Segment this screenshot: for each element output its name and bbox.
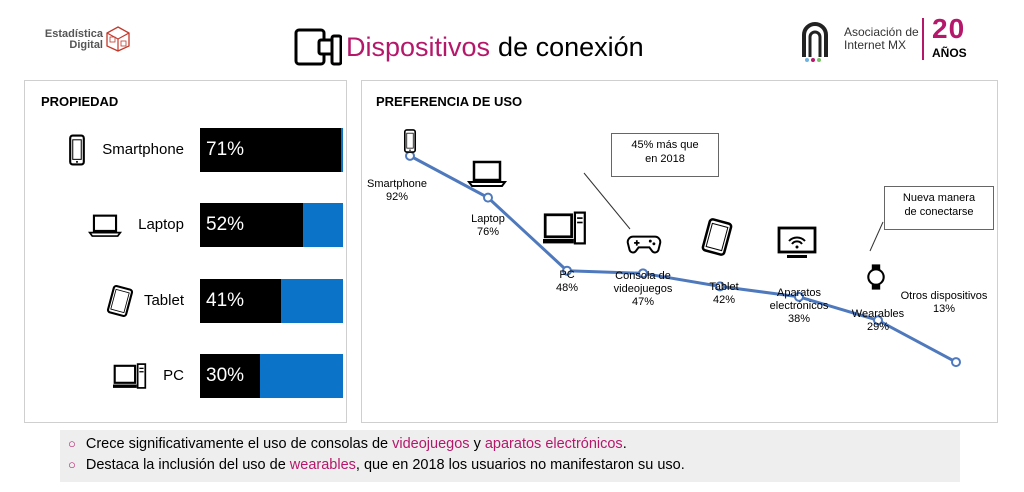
tablet-icon-wrap: [701, 218, 733, 256]
laptop-icon: [88, 214, 122, 237]
logo-right-line2: Internet MX: [844, 38, 907, 52]
ownership-row: Tablet 41%: [25, 279, 346, 323]
usage-point-label: Laptop 76%: [471, 213, 505, 238]
finding-2-after: , que en 2018 los usuarios no manifestar…: [355, 457, 685, 473]
logo-right-years: 20: [932, 13, 966, 44]
annotation-pointer: [583, 172, 631, 230]
ownership-value-label: 30%: [206, 365, 245, 386]
ownership-bar: [200, 354, 260, 398]
usage-point-label: Otros dispositivos 13%: [901, 290, 988, 315]
usage-point-label: Aparatos electrónicos 38%: [770, 287, 829, 325]
annotation-wearables-line2: de conectarse: [904, 206, 974, 218]
devices-icon: [294, 28, 342, 66]
cube-icon: [106, 26, 130, 52]
monitor-wifi-icon: [777, 226, 817, 258]
gamepad-icon: [626, 235, 662, 254]
smartwatch-icon-wrap: [867, 264, 885, 290]
smartphone-icon: [69, 134, 85, 166]
bullet-icon: ○: [68, 457, 76, 472]
usage-series-line: [409, 154, 957, 364]
ownership-panel: PROPIEDAD Smartphone 71% Laptop 52% Tablet 41…: [24, 80, 347, 423]
pc-icon: [543, 211, 586, 245]
laptop-icon: [467, 160, 507, 187]
monitor-wifi-icon-wrap: [777, 226, 817, 258]
smartphone-icon-wrap: [403, 129, 417, 153]
finding-1-mid: y: [469, 436, 485, 452]
ownership-label: Laptop: [138, 216, 184, 233]
ownership-label: PC: [163, 367, 184, 384]
annotation-wearables: Nueva manera de conectarse: [884, 186, 994, 230]
gamepad-icon-wrap: [626, 235, 662, 254]
key-findings: ○ Crece significativamente el uso de cons…: [60, 430, 960, 482]
finding-1-after: .: [622, 436, 627, 452]
annotation-consolas: 45% más que en 2018: [611, 133, 719, 177]
page-title: Dispositivos de conexión: [294, 24, 644, 70]
usage-point: [794, 291, 804, 302]
finding-2-hl1: wearables: [289, 457, 356, 473]
title-rest: de conexión: [498, 31, 644, 62]
title-highlight: Dispositivos: [346, 31, 491, 62]
laptop-icon-wrap: [467, 160, 507, 187]
ownership-title: PROPIEDAD: [41, 94, 119, 109]
ownership-label: Smartphone: [102, 141, 184, 158]
usage-point: [562, 265, 572, 276]
ownership-row: Laptop 52%: [25, 203, 346, 247]
finding-1-before: Crece significativamente el uso de conso…: [85, 436, 393, 452]
tablet-icon: [701, 218, 733, 256]
usage-point-label: Tablet 42%: [709, 281, 738, 306]
pc-icon-wrap: [543, 211, 586, 245]
finding-1: ○ Crece significativamente el uso de cons…: [68, 436, 627, 452]
ownership-row: PC 30%: [25, 354, 346, 398]
usage-point: [715, 281, 725, 292]
logo-left-line2: Digital: [69, 39, 103, 51]
usage-point: [638, 268, 648, 279]
usage-title: PREFERENCIA DE USO: [376, 94, 523, 109]
annotation-consolas-line1: 45% más que: [631, 139, 699, 151]
logo-left-line1: Estadística: [44, 28, 103, 40]
annotation-pointer: [869, 221, 884, 252]
usage-point: [951, 357, 961, 368]
logo-right-years-label: AÑOS: [932, 46, 967, 60]
tablet-icon: [106, 284, 134, 318]
amipci-logo: Asociación de Internet MX 20 AÑOS: [792, 13, 977, 65]
annotation-consolas-line2: en 2018: [645, 153, 685, 165]
finding-1-hl1: videojuegos: [392, 436, 470, 452]
usage-point: [405, 150, 415, 161]
usage-panel: PREFERENCIA DE USO Smartphone 92% Laptop 76…: [361, 80, 998, 423]
annotation-wearables-line1: Nueva manera: [902, 192, 976, 204]
ownership-bar: [200, 279, 281, 323]
usage-point-label: PC 48%: [556, 269, 578, 294]
ownership-value-label: 52%: [206, 214, 245, 235]
finding-2-before: Destaca la inclusión del uso de: [85, 457, 290, 473]
logo-divider: [922, 18, 924, 60]
usage-point-label: Consola de videojuegos 47%: [614, 270, 673, 308]
logo-right-line1: Asociación de: [844, 25, 919, 39]
usage-point: [873, 315, 883, 326]
bullet-icon: ○: [68, 436, 76, 451]
ownership-bar: [200, 128, 341, 172]
estadistica-digital-logo: Estadística Digital: [38, 26, 133, 56]
pc-icon: [113, 363, 147, 389]
usage-line-chart: Smartphone 92% Laptop 76% PC 48% Consola de vid…: [367, 129, 988, 368]
smartwatch-icon: [867, 264, 885, 290]
finding-2: ○ Destaca la inclusión del uso de wearabl…: [68, 457, 685, 473]
ownership-row: Smartphone 71%: [25, 128, 346, 172]
amipci-symbol-icon: [802, 22, 828, 62]
ownership-value-label: 71%: [206, 139, 245, 160]
ownership-bar: [200, 203, 303, 247]
ownership-value-label: 41%: [206, 290, 245, 311]
smartphone-icon: [403, 129, 417, 153]
usage-point-label: Wearables 29%: [852, 308, 905, 333]
usage-point-label: Smartphone 92%: [367, 178, 427, 203]
finding-1-hl2: aparatos electrónicos: [484, 436, 623, 452]
ownership-label: Tablet: [143, 292, 184, 309]
usage-point: [483, 192, 493, 203]
